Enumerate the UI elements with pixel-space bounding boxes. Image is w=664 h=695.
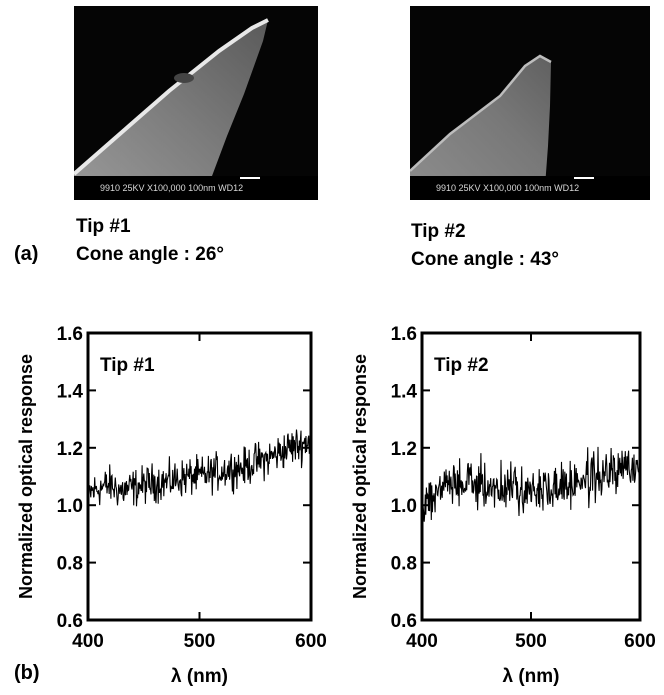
chart-1-series-line bbox=[87, 429, 312, 507]
chart-1-ytick-label: 1.0 bbox=[57, 496, 83, 517]
chart-1-ytick-label: 1.4 bbox=[57, 381, 84, 402]
chart-2-ytick-label: 1.6 bbox=[391, 324, 417, 345]
sem-info-bar-1: 9910 25KV X100,000 100nm WD12 bbox=[100, 183, 243, 193]
chart-2-plot-frame bbox=[420, 331, 642, 622]
chart-1-plot-frame bbox=[86, 331, 313, 622]
chart-1-ytick-label: 0.6 bbox=[57, 611, 83, 632]
chart-1-xlabel: λ (nm) bbox=[171, 666, 228, 687]
chart-1-ylabel: Normalized optical response bbox=[16, 354, 36, 599]
chart-2-xtick-label: 400 bbox=[406, 631, 438, 652]
sem-info-bar-2: 9910 25KV X100,000 100nm WD12 bbox=[436, 183, 579, 193]
chart-1-xtick-label: 600 bbox=[295, 631, 327, 652]
panel-label-a: (a) bbox=[14, 243, 39, 265]
tip-1-label: Tip #1 bbox=[76, 216, 131, 237]
chart-2-ylabel: Normalized optical response bbox=[350, 354, 370, 599]
chart-1-ytick-label: 0.8 bbox=[57, 554, 83, 575]
spectrum-chart-tip-1: Normalized optical response λ (nm) 0.6 0.… bbox=[16, 324, 327, 687]
spectrum-chart-tip-2: Normalized optical response λ (nm) 0.6 0.… bbox=[350, 324, 656, 687]
tip-2-label: Tip #2 bbox=[411, 221, 466, 242]
chart-2-ytick-label: 1.2 bbox=[391, 439, 417, 460]
chart-2-ytick-label: 1.4 bbox=[391, 381, 418, 402]
sem-image-tip-1: 9910 25KV X100,000 100nm WD12 bbox=[74, 6, 318, 200]
chart-1-ytick-label: 1.2 bbox=[57, 439, 83, 460]
chart-2-xlabel: λ (nm) bbox=[503, 666, 560, 687]
sem-image-tip-2: 9910 25KV X100,000 100nm WD12 bbox=[410, 6, 650, 200]
panel-label-b: (b) bbox=[14, 662, 40, 684]
chart-2-xtick-label: 600 bbox=[624, 631, 656, 652]
tip-1-cone-angle: Cone angle : 26° bbox=[76, 244, 225, 265]
chart-2-ytick-label: 0.6 bbox=[391, 611, 417, 632]
tip-2-cone-angle: Cone angle : 43° bbox=[411, 249, 560, 270]
chart-1-annotation: Tip #1 bbox=[100, 355, 155, 376]
chart-2-ytick-label: 0.8 bbox=[391, 554, 417, 575]
chart-2-xtick-label: 500 bbox=[515, 631, 547, 652]
chart-1-xtick-label: 400 bbox=[72, 631, 104, 652]
chart-1-ytick-label: 1.6 bbox=[57, 324, 83, 345]
chart-2-annotation: Tip #2 bbox=[434, 355, 489, 376]
chart-1-xtick-label: 500 bbox=[184, 631, 216, 652]
chart-2-series-line bbox=[421, 446, 641, 522]
chart-2-ytick-label: 1.0 bbox=[391, 496, 417, 517]
